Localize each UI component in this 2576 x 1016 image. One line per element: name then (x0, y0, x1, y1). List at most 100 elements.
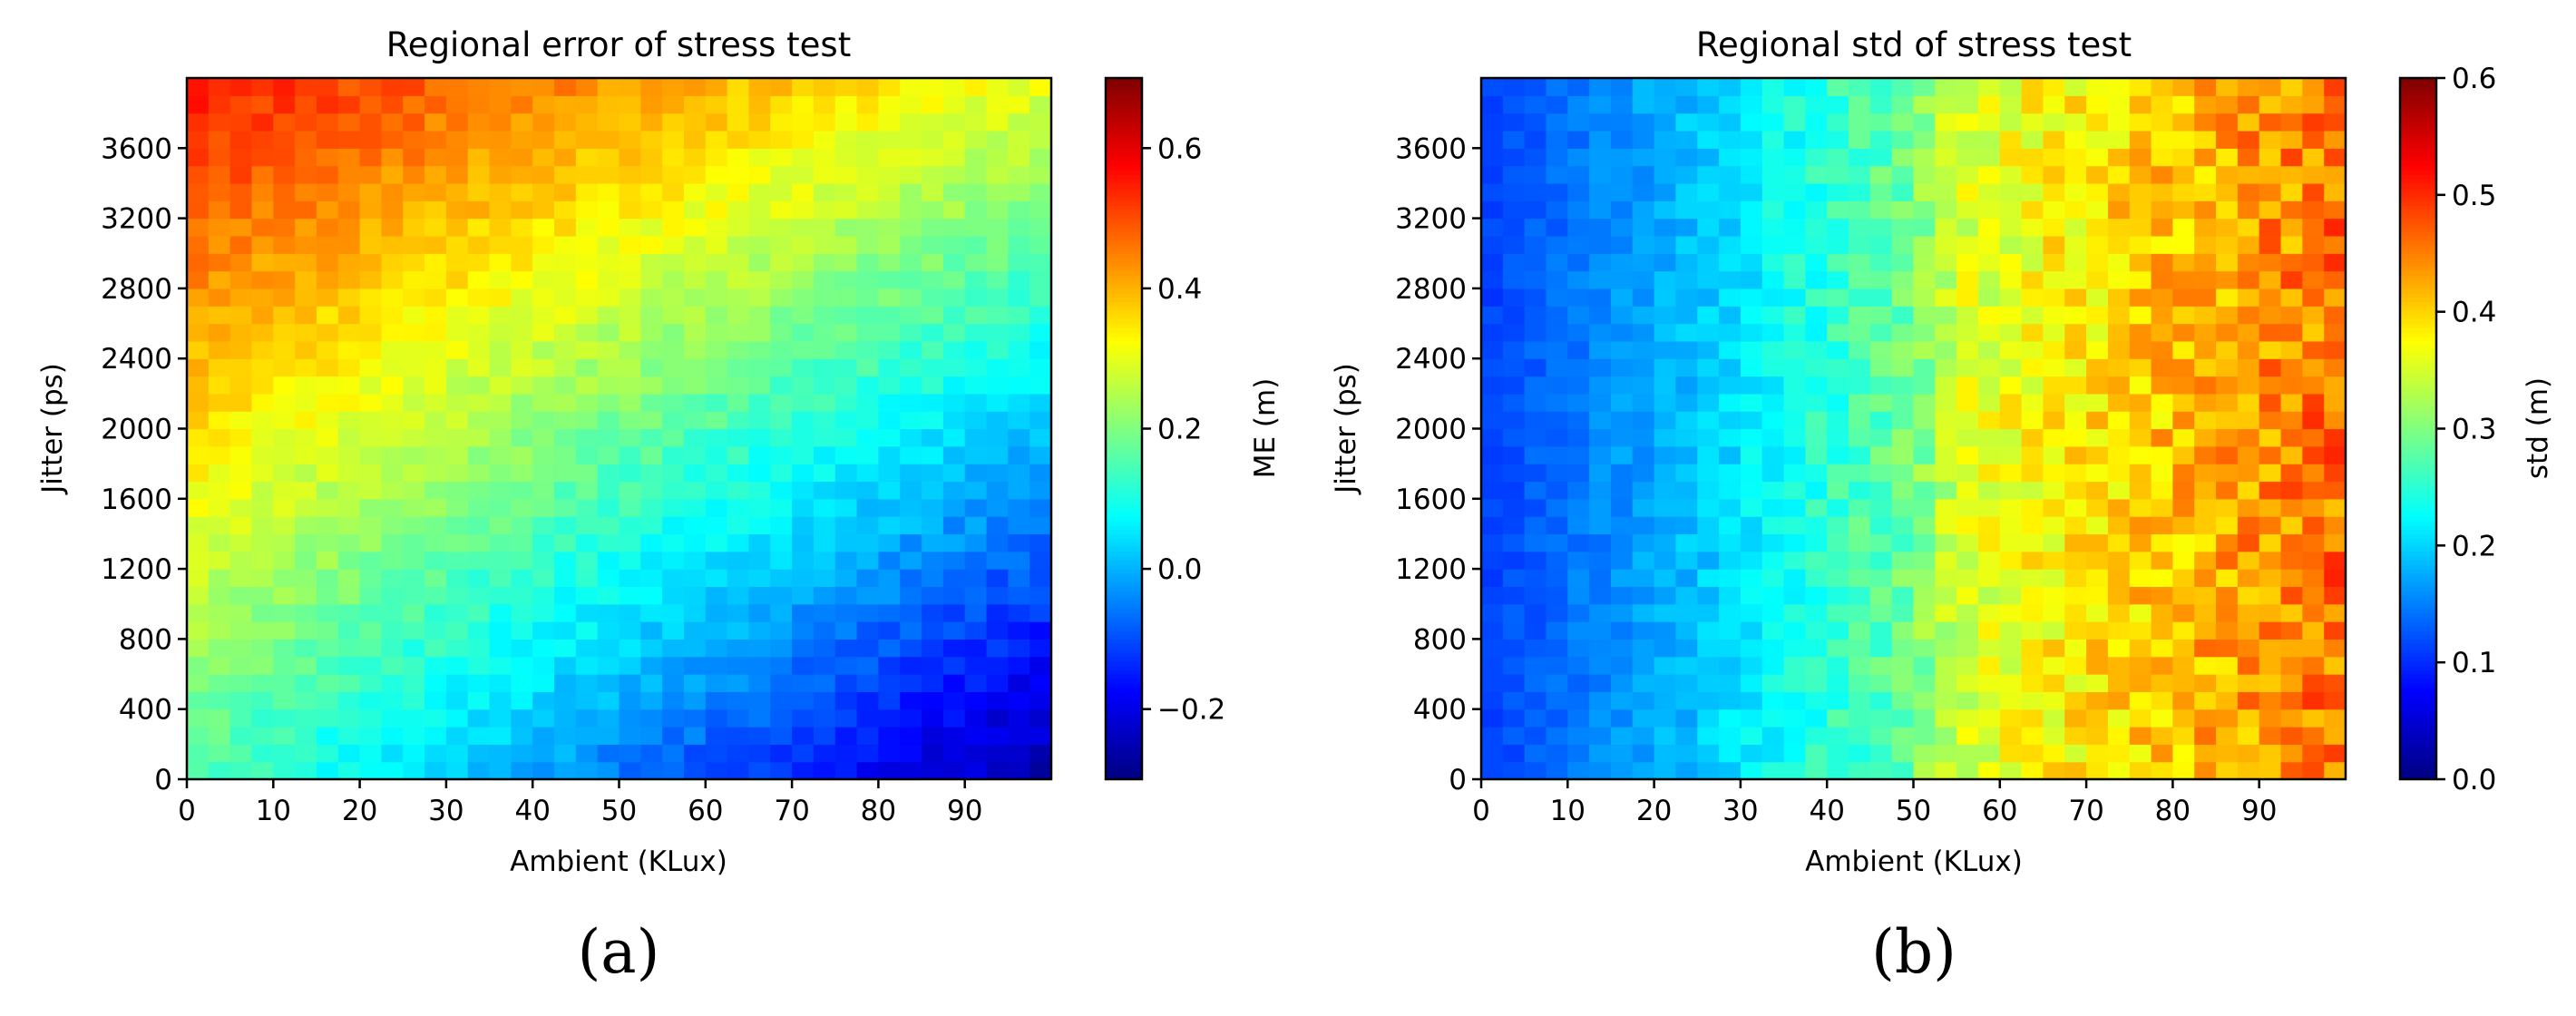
heatmap-cell (683, 148, 707, 167)
heatmap-cell (1546, 761, 1568, 780)
heatmap-cell (316, 428, 339, 447)
heatmap-cell (878, 445, 901, 464)
heatmap-cell (532, 253, 555, 272)
heatmap-cell (748, 253, 771, 272)
heatmap-cell (986, 586, 1009, 605)
colorbar-segment (2400, 112, 2436, 119)
heatmap-cell (662, 708, 685, 728)
heatmap-cell (337, 358, 361, 377)
heatmap-cell (922, 200, 944, 220)
heatmap-cell (900, 445, 922, 464)
heatmap-cell (748, 639, 771, 658)
heatmap-cell (1029, 200, 1052, 220)
heatmap-cell (1029, 340, 1052, 359)
heatmap-cell (1524, 639, 1547, 658)
heatmap-cell (748, 656, 771, 675)
heatmap-cell (2064, 411, 2087, 430)
heatmap-cell (792, 603, 815, 622)
heatmap-cell (1697, 340, 1720, 359)
colorbar-segment (1106, 174, 1142, 180)
heatmap-cell (403, 253, 425, 272)
heatmap-cell (1849, 358, 1871, 377)
heatmap-cell (2172, 323, 2195, 342)
heatmap-cell (1546, 393, 1568, 412)
heatmap-cell (683, 288, 707, 307)
heatmap-cell (187, 112, 210, 132)
heatmap-cell (1589, 674, 1612, 692)
heatmap-cell (2237, 358, 2260, 377)
heatmap-cell (727, 200, 750, 220)
heatmap-cell (381, 358, 404, 377)
heatmap-cell (359, 78, 383, 96)
heatmap-cell (316, 358, 339, 377)
heatmap-cell (381, 498, 404, 517)
heatmap-cell (2086, 586, 2109, 605)
heatmap-cell (1913, 323, 1936, 342)
heatmap-cell (511, 639, 533, 658)
heatmap-cell (316, 95, 339, 114)
heatmap-cell (964, 569, 988, 588)
heatmap-cell (2129, 200, 2152, 220)
heatmap-cell (640, 674, 663, 692)
heatmap-cell (2172, 130, 2195, 149)
heatmap-cell (273, 200, 296, 220)
heatmap-cell (1008, 445, 1030, 464)
heatmap-cell (1589, 639, 1612, 658)
heatmap-cell (1913, 603, 1936, 622)
heatmap-cell (834, 445, 858, 464)
heatmap-cell (1977, 218, 2001, 237)
heatmap-cell (2043, 639, 2065, 658)
heatmap-cell (208, 674, 231, 692)
heatmap-cell (229, 218, 253, 237)
heatmap-cell (1610, 691, 1634, 710)
heatmap-cell (1740, 639, 1763, 658)
heatmap-cell (2064, 393, 2087, 412)
heatmap-cell (2324, 270, 2347, 289)
colorbar-segment (1106, 748, 1142, 754)
heatmap-cell (403, 727, 425, 745)
heatmap-cell (2237, 130, 2260, 149)
heatmap-cell (489, 130, 512, 149)
heatmap-cell (1008, 358, 1030, 377)
heatmap-cell (1935, 533, 1957, 552)
heatmap-cell (489, 533, 512, 552)
colorbar-segment (2400, 744, 2436, 749)
heatmap-cell (1956, 218, 1979, 237)
heatmap-cell (273, 288, 296, 307)
colorbar-segment (2400, 327, 2436, 333)
heatmap-cell (597, 253, 620, 272)
heatmap-cell (1029, 516, 1052, 535)
heatmap-cell (705, 306, 728, 325)
heatmap-cell (1589, 603, 1612, 622)
colorbar-segment (2400, 533, 2436, 539)
colorbar-segment (2400, 117, 2436, 122)
heatmap-cell (2064, 761, 2087, 780)
colorbar-segment (2400, 279, 2436, 285)
heatmap-cell (1805, 182, 1828, 201)
heatmap-cell (856, 182, 879, 201)
heatmap-cell (2043, 691, 2065, 710)
heatmap-cell (900, 306, 922, 325)
heatmap-cell (683, 533, 707, 552)
heatmap-cell (2172, 445, 2195, 464)
heatmap-cell (727, 112, 750, 132)
heatmap-cell (986, 445, 1009, 464)
colorbar-segment (2400, 704, 2436, 710)
heatmap-cell (964, 165, 988, 184)
heatmap-cell (2107, 533, 2131, 552)
heatmap-cell (532, 78, 555, 96)
heatmap-cell (1524, 533, 1547, 552)
heatmap-cell (770, 445, 793, 464)
heatmap-cell (834, 130, 858, 149)
heatmap-cell (554, 270, 577, 289)
x-tick-label: 60 (688, 795, 723, 827)
colorbar-segment (2400, 524, 2436, 531)
heatmap-cell (403, 165, 425, 184)
heatmap-cell (942, 464, 966, 483)
heatmap-cell (403, 393, 425, 412)
heatmap-cell (705, 656, 728, 675)
heatmap-cell (489, 744, 512, 763)
colorbar-segment (2400, 485, 2436, 491)
heatmap-cell (727, 95, 750, 114)
heatmap-cell (1805, 376, 1828, 395)
